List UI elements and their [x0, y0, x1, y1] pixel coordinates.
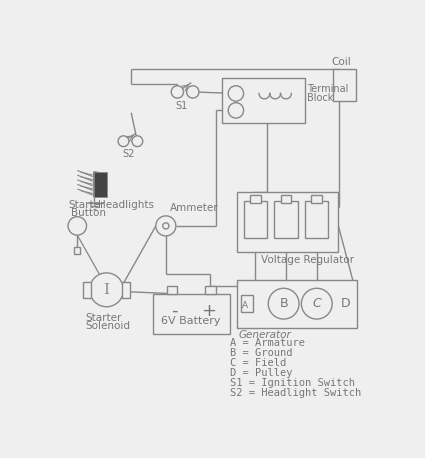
Circle shape — [156, 216, 176, 236]
Text: Headlights: Headlights — [98, 200, 154, 210]
Circle shape — [228, 103, 244, 118]
Text: 6V Battery: 6V Battery — [162, 316, 221, 326]
Bar — [275, 201, 298, 238]
Text: S1: S1 — [176, 101, 188, 111]
Circle shape — [187, 86, 199, 98]
Bar — [305, 201, 328, 238]
Circle shape — [171, 86, 184, 98]
Bar — [312, 195, 322, 203]
Text: Starter: Starter — [68, 201, 105, 211]
Bar — [205, 286, 216, 294]
Circle shape — [118, 136, 129, 147]
Bar — [153, 294, 230, 334]
Text: A = Armature: A = Armature — [230, 338, 305, 349]
Text: Coil: Coil — [332, 57, 351, 67]
Text: Generator: Generator — [239, 330, 292, 340]
Text: B = Ground: B = Ground — [230, 349, 292, 358]
Bar — [74, 247, 80, 254]
Bar — [244, 201, 267, 238]
Text: C = Field: C = Field — [230, 358, 286, 368]
Text: D = Pulley: D = Pulley — [230, 368, 292, 378]
Text: Ammeter: Ammeter — [170, 203, 218, 213]
Text: D: D — [340, 297, 350, 310]
Circle shape — [132, 136, 143, 147]
Text: Terminal: Terminal — [307, 84, 348, 94]
Text: Block: Block — [307, 93, 333, 104]
Text: S2 = Headlight Switch: S2 = Headlight Switch — [230, 388, 361, 398]
Bar — [167, 286, 177, 294]
Text: Starter: Starter — [85, 313, 122, 323]
Bar — [280, 195, 292, 203]
Text: Button: Button — [71, 208, 106, 218]
Text: A: A — [242, 301, 248, 311]
Text: Solenoid: Solenoid — [85, 321, 130, 331]
Circle shape — [268, 288, 299, 319]
Text: I: I — [104, 283, 110, 297]
Bar — [238, 192, 337, 252]
Text: Voltage Regulator: Voltage Regulator — [261, 255, 354, 265]
Text: -: - — [171, 302, 178, 320]
Circle shape — [68, 217, 87, 235]
Text: S1 = Ignition Switch: S1 = Ignition Switch — [230, 378, 355, 388]
Bar — [122, 282, 130, 298]
Text: +: + — [201, 302, 215, 320]
Bar — [238, 280, 357, 327]
Circle shape — [228, 86, 244, 101]
Circle shape — [90, 273, 124, 307]
Bar — [250, 195, 261, 203]
Bar — [94, 172, 107, 196]
Bar — [83, 282, 91, 298]
Bar — [241, 295, 253, 312]
Bar — [333, 69, 356, 101]
Text: B: B — [279, 297, 288, 310]
Text: S2: S2 — [122, 149, 134, 159]
Text: C: C — [312, 297, 321, 310]
Bar — [222, 78, 305, 123]
Circle shape — [163, 223, 169, 229]
Circle shape — [301, 288, 332, 319]
